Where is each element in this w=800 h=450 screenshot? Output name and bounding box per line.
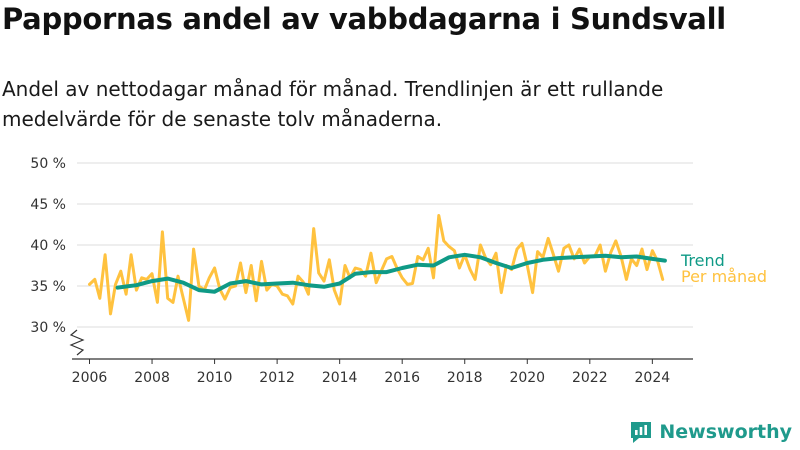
y-tick-label: 45 % <box>30 197 66 213</box>
x-tick-label: 2018 <box>447 370 483 386</box>
chart-title: Pappornas andel av vabbdagarna i Sundsva… <box>2 2 726 36</box>
y-tick-label: 35 % <box>30 279 66 295</box>
brand-name: Newsworthy <box>659 421 792 443</box>
x-tick-label: 2008 <box>134 370 170 386</box>
x-tick-label: 2006 <box>72 370 108 386</box>
x-tick-label: 2020 <box>509 370 545 386</box>
x-tick-label: 2016 <box>384 370 420 386</box>
data-series <box>88 214 667 322</box>
monthly-series-line <box>88 214 665 322</box>
axes: 30 % 35 % 40 % 45 % 50 % 2006 2008 2010 2012 2014… <box>30 156 693 386</box>
trend-series-line <box>115 252 667 294</box>
x-tick-label: 2010 <box>197 370 233 386</box>
x-tick-label: 2012 <box>259 370 295 386</box>
legend-per-manad: Per månad <box>681 267 767 286</box>
y-tick-label: 40 % <box>30 238 66 254</box>
newsworthy-logo-icon <box>631 422 652 443</box>
legend-trend: Trend <box>680 251 725 270</box>
chart-subtitle: Andel av nettodagar månad för månad. Tre… <box>2 77 664 131</box>
y-tick-label: 50 % <box>30 156 66 172</box>
newsworthy-brand[interactable]: Newsworthy <box>629 420 792 444</box>
x-tick-label: 2014 <box>322 370 358 386</box>
x-tick-label: 2024 <box>635 370 671 386</box>
axis-break-icon <box>69 329 85 356</box>
y-tick-label: 30 % <box>30 320 66 336</box>
x-tick-label: 2022 <box>572 370 608 386</box>
